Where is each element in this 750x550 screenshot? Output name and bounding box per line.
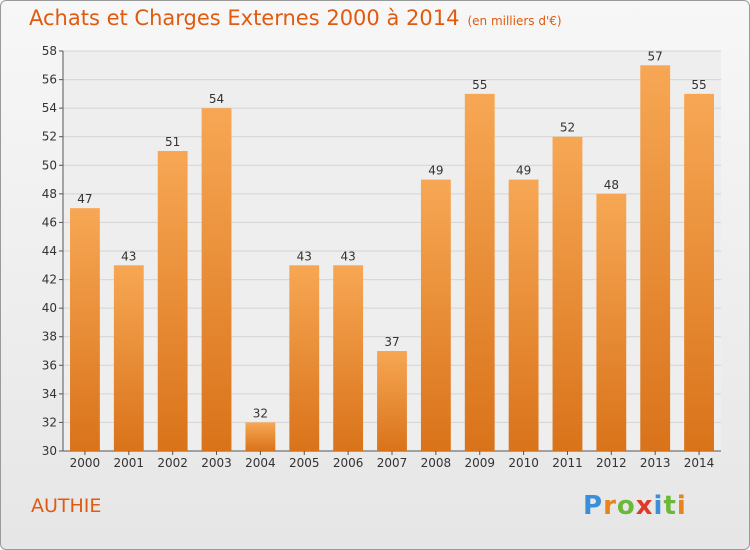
data-label: 49	[516, 164, 531, 178]
x-tick-label: 2011	[552, 456, 583, 470]
x-tick-label: 2004	[245, 456, 276, 470]
bar	[201, 108, 232, 452]
y-tick-label: 58	[42, 44, 57, 58]
data-label: 54	[209, 92, 224, 106]
y-tick-label: 46	[42, 215, 57, 229]
y-tick-label: 42	[42, 273, 57, 287]
x-tick-label: 2010	[508, 456, 539, 470]
y-tick-label: 40	[42, 301, 57, 315]
commune-name: AUTHIE	[31, 495, 102, 517]
x-tick-label: 2008	[421, 456, 452, 470]
data-label: 51	[165, 135, 180, 149]
x-tick-label: 2000	[70, 456, 101, 470]
y-tick-label: 32	[42, 415, 57, 429]
y-tick-label: 52	[42, 130, 57, 144]
data-label: 57	[648, 49, 663, 63]
x-tick-label: 2001	[114, 456, 145, 470]
x-tick-label: 2013	[640, 456, 671, 470]
data-label: 48	[604, 178, 619, 192]
y-tick-label: 56	[42, 73, 57, 87]
bar	[333, 265, 364, 451]
chart-subtitle: (en milliers d'€)	[467, 14, 562, 28]
y-tick-label: 48	[42, 187, 57, 201]
bar	[684, 93, 714, 451]
data-label: 55	[691, 78, 706, 92]
bar	[596, 193, 627, 451]
x-tick-label: 2006	[333, 456, 364, 470]
data-label: 52	[560, 121, 575, 135]
x-tick-label: 2005	[289, 456, 320, 470]
chart-title: Achats et Charges Externes 2000 à 2014 (e…	[29, 6, 562, 30]
bar	[552, 136, 583, 451]
y-tick-label: 44	[42, 244, 57, 258]
x-tick-label: 2002	[157, 456, 188, 470]
y-tick-label: 30	[42, 444, 57, 458]
x-tick-label: 2003	[201, 456, 232, 470]
proxiti-logo: Proxiti	[583, 491, 687, 521]
logo-letter: o	[616, 491, 636, 521]
data-label: 37	[384, 335, 399, 349]
logo-letter: i	[653, 491, 664, 521]
x-tick-label: 2009	[464, 456, 495, 470]
bar	[464, 93, 495, 451]
y-tick-label: 38	[42, 330, 57, 344]
y-tick-label: 54	[42, 101, 57, 115]
bar	[508, 179, 539, 452]
title-text: Achats et Charges Externes 2000 à 2014	[29, 6, 460, 30]
x-tick-label: 2012	[596, 456, 627, 470]
bar	[377, 351, 407, 451]
x-tick-label: 2014	[684, 456, 715, 470]
data-label: 43	[297, 249, 312, 263]
y-tick-label: 50	[42, 158, 57, 172]
data-label: 43	[340, 249, 355, 263]
bar	[289, 265, 320, 451]
y-tick-label: 36	[42, 358, 57, 372]
logo-letter: r	[603, 491, 617, 521]
bar	[113, 265, 144, 451]
logo-letter: x	[635, 491, 654, 521]
logo-letter: P	[583, 491, 604, 521]
y-tick-label: 34	[42, 387, 57, 401]
bar	[157, 151, 188, 451]
bar	[70, 208, 100, 451]
data-label: 49	[428, 164, 443, 178]
bar	[640, 65, 671, 452]
data-label: 55	[472, 78, 487, 92]
bar	[420, 179, 451, 452]
logo-letter: t	[663, 491, 677, 521]
x-tick-label: 2007	[377, 456, 408, 470]
data-label: 32	[253, 406, 268, 420]
bar	[245, 422, 276, 451]
data-label: 47	[77, 192, 92, 206]
logo-letter: i	[676, 491, 687, 521]
data-label: 43	[121, 249, 136, 263]
